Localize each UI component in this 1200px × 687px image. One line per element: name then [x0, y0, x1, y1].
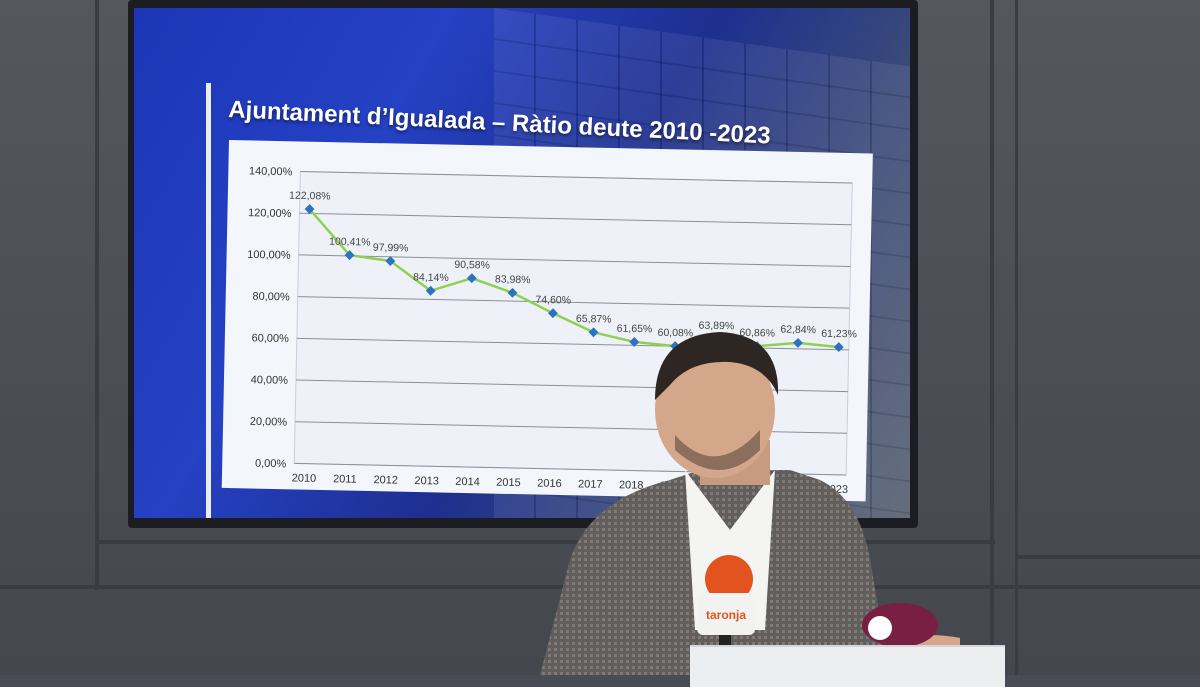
data-point: [833, 342, 844, 353]
wall-panel-seam: [1015, 555, 1200, 559]
x-tick-label: 2012: [373, 474, 398, 487]
slide-accent-line: [206, 83, 211, 518]
microphone-icon: [862, 603, 938, 647]
data-point: [466, 273, 477, 284]
x-tick-label: 2018: [619, 479, 644, 492]
data-point: [344, 250, 355, 261]
data-label: 97,99%: [373, 242, 409, 255]
data-point: [793, 337, 803, 348]
wall-panel-seam: [95, 0, 99, 590]
data-label: 62,84%: [780, 324, 816, 337]
wall-panel-seam: [95, 540, 995, 544]
data-label: 122,08%: [289, 190, 331, 203]
data-point: [304, 204, 315, 215]
data-label: 83,98%: [495, 273, 531, 286]
data-label: 74,60%: [535, 294, 571, 307]
wall-panel-seam: [1015, 0, 1018, 675]
data-point: [629, 336, 640, 347]
x-tick-label: 2017: [578, 478, 603, 491]
data-label: 61,23%: [821, 328, 857, 341]
microphone-icon: taronja: [697, 555, 755, 655]
data-label: 84,14%: [413, 271, 449, 284]
x-tick-label: 2010: [292, 472, 317, 485]
y-tick-label: 40,00%: [251, 374, 289, 387]
y-tick-label: 60,00%: [251, 332, 289, 345]
y-tick-label: 20,00%: [250, 416, 288, 429]
data-label: 61,65%: [617, 323, 653, 336]
x-tick-label: 2011: [333, 473, 357, 485]
data-label: 63,89%: [699, 320, 735, 333]
gridline: [299, 212, 852, 226]
podium: [690, 645, 1005, 687]
x-tick-label: 2014: [455, 476, 480, 489]
y-tick-label: 0,00%: [255, 458, 287, 471]
y-tick-label: 80,00%: [252, 291, 290, 304]
x-tick-label: 2013: [414, 475, 439, 488]
gridline: [297, 296, 850, 309]
data-point: [425, 285, 436, 296]
mic-brand-label: taronja: [706, 608, 746, 622]
data-point: [385, 256, 396, 266]
data-point: [507, 287, 518, 298]
data-label: 65,87%: [576, 313, 612, 326]
y-tick-label: 100,00%: [247, 249, 291, 262]
data-label: 60,08%: [657, 327, 693, 340]
x-tick-label: 2015: [496, 477, 521, 490]
y-tick-label: 140,00%: [249, 165, 293, 178]
gridline: [300, 171, 853, 184]
wall-panel-seam: [990, 0, 994, 675]
data-label: 90,58%: [454, 259, 490, 272]
data-point: [588, 327, 599, 338]
data-point: [548, 308, 558, 319]
data-label: 60,86%: [739, 327, 775, 340]
x-tick-label: 2016: [537, 478, 562, 491]
y-tick-label: 120,00%: [248, 207, 292, 220]
data-label: 100,41%: [329, 236, 371, 249]
